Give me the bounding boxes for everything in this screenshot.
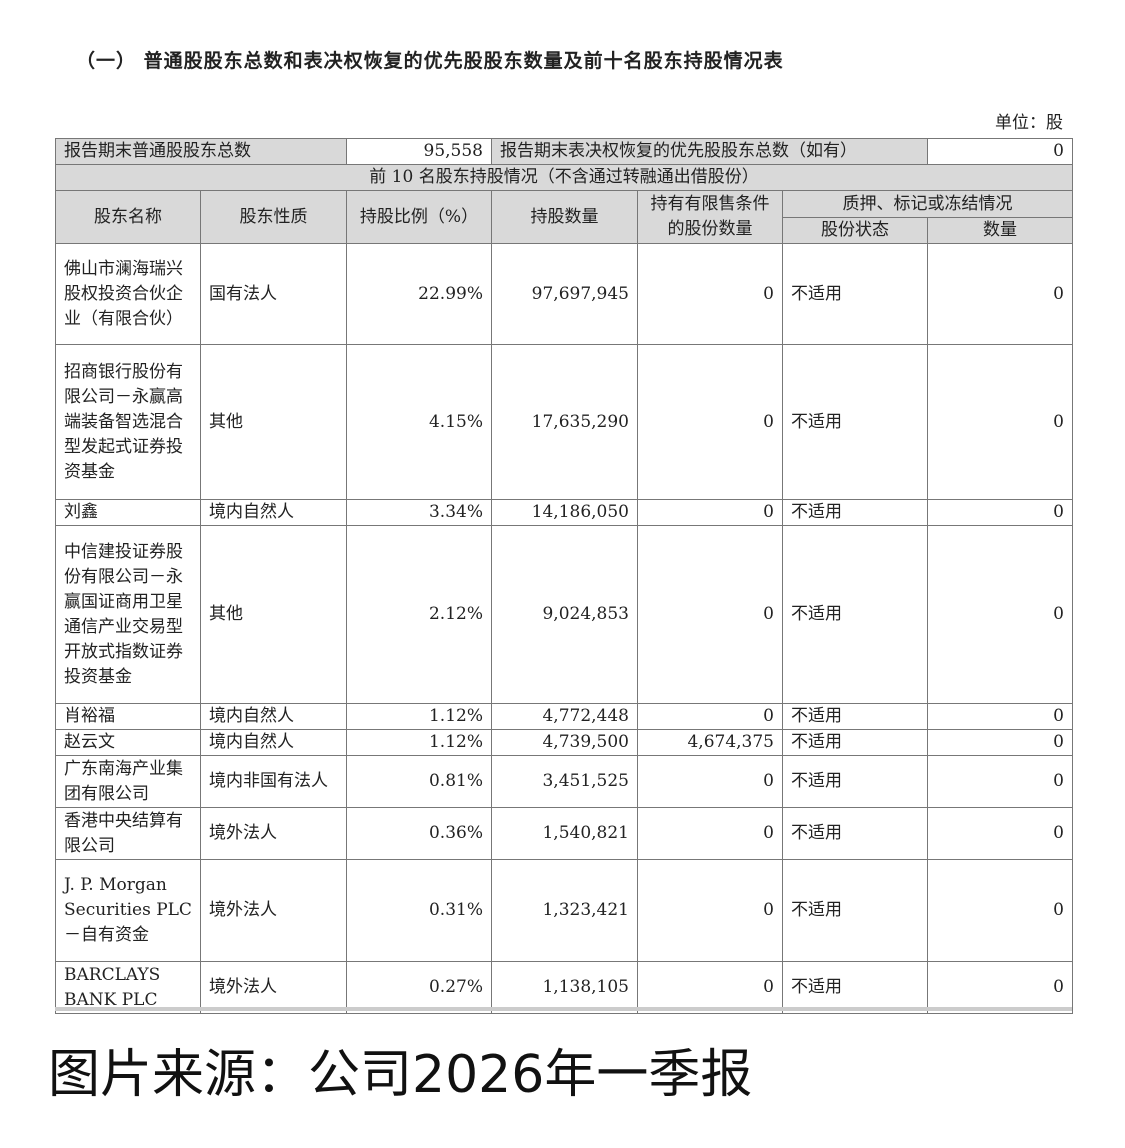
header-status: 股份状态 — [782, 217, 928, 244]
cell-ratio: 3.34% — [346, 499, 492, 526]
cell-nature: 境外法人 — [200, 961, 347, 1014]
cell-restricted: 0 — [637, 807, 783, 860]
cell-ratio: 1.12% — [346, 729, 492, 756]
table-row: 肖裕福 境内自然人 1.12% 4,772,448 0 不适用 0 — [55, 703, 1073, 730]
preferred-holders-value: 0 — [927, 138, 1073, 165]
table-bottom-edge — [55, 1007, 1072, 1011]
cell-shares: 4,772,448 — [491, 703, 638, 730]
cell-nature: 其他 — [200, 525, 347, 704]
cell-status: 不适用 — [782, 525, 928, 704]
table-row: 中信建投证券股份有限公司－永赢国证商用卫星通信产业交易型开放式指数证券投资基金其… — [55, 525, 1073, 704]
cell-restricted: 0 — [637, 243, 783, 345]
table-row: 刘鑫 境内自然人 3.34% 14,186,050 0 不适用 0 — [55, 499, 1073, 526]
cell-amount: 0 — [927, 344, 1073, 500]
cell-amount: 0 — [927, 859, 1073, 962]
cell-nature: 境外法人 — [200, 807, 347, 860]
cell-ratio: 1.12% — [346, 703, 492, 730]
header-restricted: 持有有限售条件的股份数量 — [637, 190, 783, 244]
cell-ratio: 22.99% — [346, 243, 492, 345]
cell-status: 不适用 — [782, 703, 928, 730]
cell-status: 不适用 — [782, 807, 928, 860]
cell-restricted: 4,674,375 — [637, 729, 783, 756]
cell-ratio: 0.27% — [346, 961, 492, 1014]
cell-ratio: 0.36% — [346, 807, 492, 860]
preferred-holders-label: 报告期末表决权恢复的优先股股东总数（如有） — [491, 138, 928, 165]
cell-ratio: 4.15% — [346, 344, 492, 500]
cell-amount: 0 — [927, 703, 1073, 730]
cell-restricted: 0 — [637, 344, 783, 500]
cell-restricted: 0 — [637, 525, 783, 704]
source-caption: 图片来源：公司2026年一季报 — [48, 1045, 753, 1105]
cell-name: BARCLAYS BANK PLC — [55, 961, 201, 1014]
cell-shares: 1,138,105 — [491, 961, 638, 1014]
cell-status: 不适用 — [782, 961, 928, 1014]
cell-status: 不适用 — [782, 344, 928, 500]
cell-status: 不适用 — [782, 859, 928, 962]
cell-ratio: 0.81% — [346, 755, 492, 808]
table-row: 香港中央结算有限公司 境外法人 0.36% 1,540,821 0 不适用 0 — [55, 807, 1073, 860]
header-nature: 股东性质 — [200, 190, 347, 244]
header-name: 股东名称 — [55, 190, 201, 244]
unit-label: 单位：股 — [995, 113, 1063, 133]
cell-restricted: 0 — [637, 961, 783, 1014]
table-row: 赵云文 境内自然人 1.12% 4,739,500 4,674,375 不适用 0 — [55, 729, 1073, 756]
cell-status: 不适用 — [782, 243, 928, 345]
cell-amount: 0 — [927, 525, 1073, 704]
header-shares: 持股数量 — [491, 190, 638, 244]
cell-name: 佛山市澜海瑞兴股权投资合伙企业（有限合伙） — [55, 243, 201, 345]
cell-shares: 9,024,853 — [491, 525, 638, 704]
cell-restricted: 0 — [637, 499, 783, 526]
cell-shares: 17,635,290 — [491, 344, 638, 500]
cell-ratio: 2.12% — [346, 525, 492, 704]
common-holders-label: 报告期末普通股股东总数 — [55, 138, 347, 165]
cell-shares: 1,540,821 — [491, 807, 638, 860]
cell-shares: 97,697,945 — [491, 243, 638, 345]
cell-status: 不适用 — [782, 755, 928, 808]
cell-nature: 境内自然人 — [200, 703, 347, 730]
cell-ratio: 0.31% — [346, 859, 492, 962]
shareholder-table: 报告期末普通股股东总数 95,558 报告期末表决权恢复的优先股股东总数（如有）… — [55, 138, 1073, 1014]
cell-amount: 0 — [927, 961, 1073, 1014]
cell-restricted: 0 — [637, 703, 783, 730]
cell-status: 不适用 — [782, 499, 928, 526]
cell-amount: 0 — [927, 243, 1073, 345]
cell-amount: 0 — [927, 729, 1073, 756]
cell-nature: 境内自然人 — [200, 729, 347, 756]
cell-amount: 0 — [927, 755, 1073, 808]
cell-amount: 0 — [927, 499, 1073, 526]
cell-name: 招商银行股份有限公司－永赢高端装备智选混合型发起式证券投资基金 — [55, 344, 201, 500]
cell-nature: 其他 — [200, 344, 347, 500]
header-pledge: 质押、标记或冻结情况 — [782, 190, 1073, 218]
cell-nature: 境外法人 — [200, 859, 347, 962]
table-row: 招商银行股份有限公司－永赢高端装备智选混合型发起式证券投资基金 其他 4.15% 17… — [55, 344, 1073, 500]
cell-status: 不适用 — [782, 729, 928, 756]
cell-nature: 境内自然人 — [200, 499, 347, 526]
header-amount: 数量 — [927, 217, 1073, 244]
cell-amount: 0 — [927, 807, 1073, 860]
cell-name: 肖裕福 — [55, 703, 201, 730]
section-title: （一） 普通股股东总数和表决权恢复的优先股股东数量及前十名股东持股情况表 — [76, 50, 784, 72]
cell-name: 中信建投证券股份有限公司－永赢国证商用卫星通信产业交易型开放式指数证券投资基金 — [55, 525, 201, 704]
cell-restricted: 0 — [637, 859, 783, 962]
cell-name: 香港中央结算有限公司 — [55, 807, 201, 860]
cell-shares: 4,739,500 — [491, 729, 638, 756]
cell-shares: 1,323,421 — [491, 859, 638, 962]
cell-shares: 14,186,050 — [491, 499, 638, 526]
section-header: 前 10 名股东持股情况（不含通过转融通出借股份） — [55, 164, 1073, 191]
cell-name: 刘鑫 — [55, 499, 201, 526]
cell-shares: 3,451,525 — [491, 755, 638, 808]
table-row: 佛山市澜海瑞兴股权投资合伙企业（有限合伙） 国有法人 22.99% 97,697,94… — [55, 243, 1073, 345]
table-row: BARCLAYS BANK PLC 境外法人 0.27% 1,138,105 0 不适用 0 — [55, 961, 1073, 1014]
cell-name: 赵云文 — [55, 729, 201, 756]
header-ratio: 持股比例（%） — [346, 190, 492, 244]
cell-name: J. P. Morgan Securities PLC－自有资金 — [55, 859, 201, 962]
cell-name: 广东南海产业集团有限公司 — [55, 755, 201, 808]
common-holders-value: 95,558 — [346, 138, 492, 165]
table-row: J. P. Morgan Securities PLC－自有资金 境外法人 0.31… — [55, 859, 1073, 962]
cell-nature: 境内非国有法人 — [200, 755, 347, 808]
cell-nature: 国有法人 — [200, 243, 347, 345]
table-row: 广东南海产业集团有限公司 境内非国有法人 0.81% 3,451,525 0 不适用 0 — [55, 755, 1073, 808]
cell-restricted: 0 — [637, 755, 783, 808]
